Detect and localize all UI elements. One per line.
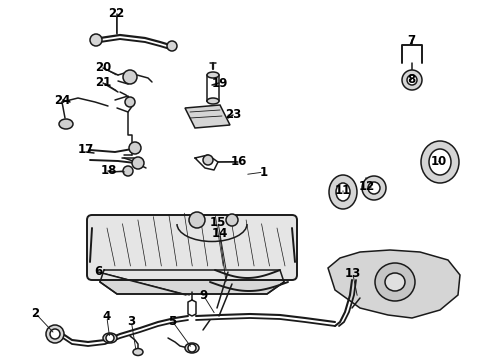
Circle shape xyxy=(167,41,177,51)
Text: 2: 2 xyxy=(31,307,39,320)
Text: 9: 9 xyxy=(199,289,207,302)
Ellipse shape xyxy=(336,183,350,201)
Circle shape xyxy=(189,212,205,228)
Circle shape xyxy=(362,176,386,200)
Text: 5: 5 xyxy=(169,315,176,328)
Polygon shape xyxy=(100,270,284,294)
Text: 15: 15 xyxy=(210,216,226,229)
Circle shape xyxy=(50,329,60,339)
Text: 18: 18 xyxy=(100,165,117,177)
Text: 21: 21 xyxy=(95,76,111,89)
Ellipse shape xyxy=(329,175,357,209)
Ellipse shape xyxy=(207,98,219,104)
Text: 1: 1 xyxy=(260,166,268,179)
Text: 24: 24 xyxy=(54,94,71,107)
Circle shape xyxy=(407,75,417,85)
Circle shape xyxy=(188,344,196,352)
Circle shape xyxy=(203,155,213,165)
Circle shape xyxy=(46,325,64,343)
Polygon shape xyxy=(328,250,460,318)
Circle shape xyxy=(90,34,102,46)
Text: 23: 23 xyxy=(224,108,241,121)
Circle shape xyxy=(132,157,144,169)
Ellipse shape xyxy=(429,149,451,175)
Polygon shape xyxy=(185,105,230,128)
Text: 3: 3 xyxy=(127,315,135,328)
Ellipse shape xyxy=(207,72,219,78)
Ellipse shape xyxy=(421,141,459,183)
Circle shape xyxy=(123,166,133,176)
Circle shape xyxy=(226,214,238,226)
Ellipse shape xyxy=(59,119,73,129)
Ellipse shape xyxy=(185,343,199,353)
Circle shape xyxy=(123,70,137,84)
Circle shape xyxy=(402,70,422,90)
Circle shape xyxy=(106,334,114,342)
FancyBboxPatch shape xyxy=(87,215,297,280)
Ellipse shape xyxy=(103,333,117,343)
Text: 11: 11 xyxy=(335,184,351,197)
Text: 8: 8 xyxy=(408,73,416,86)
Text: 19: 19 xyxy=(211,77,228,90)
Text: 14: 14 xyxy=(211,227,228,240)
Text: 4: 4 xyxy=(103,310,111,323)
Text: 17: 17 xyxy=(77,143,94,156)
Ellipse shape xyxy=(375,263,415,301)
Text: 12: 12 xyxy=(358,180,375,193)
Circle shape xyxy=(125,97,135,107)
Text: 16: 16 xyxy=(231,155,247,168)
Circle shape xyxy=(129,142,141,154)
Circle shape xyxy=(368,182,380,194)
Text: 13: 13 xyxy=(344,267,361,280)
Text: 10: 10 xyxy=(430,155,447,168)
Ellipse shape xyxy=(385,273,405,291)
Text: 20: 20 xyxy=(95,61,111,74)
Text: 22: 22 xyxy=(108,7,125,20)
Text: 7: 7 xyxy=(408,34,416,47)
Text: 6: 6 xyxy=(94,265,102,278)
Ellipse shape xyxy=(133,348,143,356)
